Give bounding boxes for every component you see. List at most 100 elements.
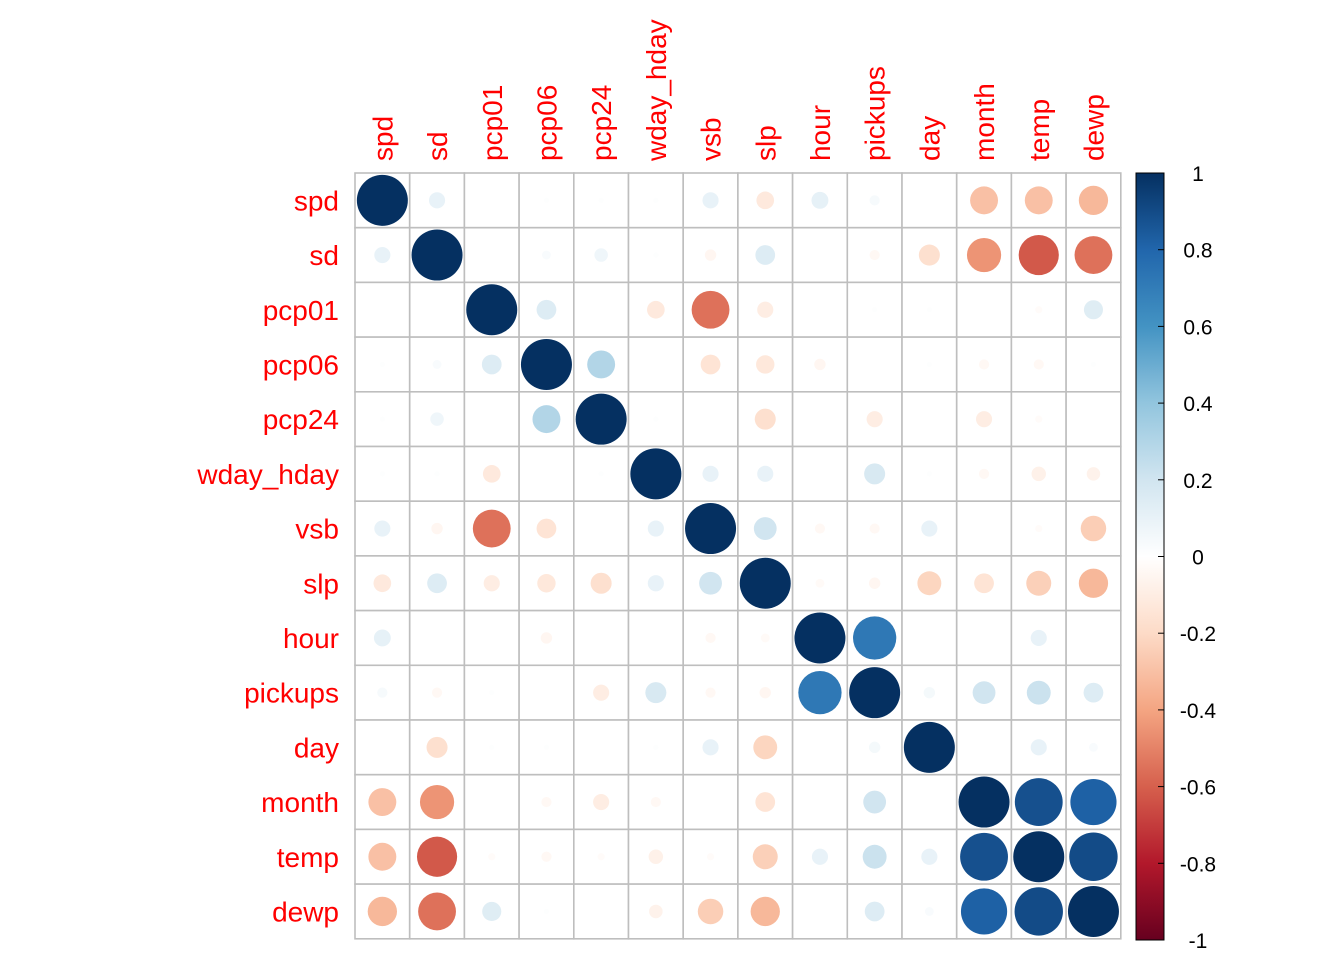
- colorbar-tick-label: 0: [1192, 547, 1204, 570]
- corr-circle-pcp06-vsb: [700, 354, 721, 375]
- corr-circle-dewp-pcp01: [482, 901, 502, 921]
- corr-circle-day-day: [903, 721, 955, 773]
- corr-circle-pcp06-pcp01: [481, 354, 502, 375]
- corr-circle-pickups-month: [972, 681, 996, 705]
- row-label-pcp06: pcp06: [263, 349, 339, 380]
- grid-cell: [627, 336, 685, 393]
- grid-cell: [901, 390, 958, 448]
- grid-cell: [955, 281, 1013, 338]
- col-label-pcp24: pcp24: [586, 85, 617, 161]
- corr-circle-temp-pcp01: [488, 853, 496, 861]
- corr-circle-pcp06-hour: [814, 358, 826, 371]
- corr-circle-pickups-pcp01: [489, 690, 495, 696]
- row-label-day: day: [294, 732, 339, 763]
- corr-circle-pcp24-slp: [754, 408, 776, 430]
- colorbar-tick-label: -0.2: [1180, 623, 1216, 646]
- grid-cell: [955, 609, 1013, 667]
- col-label-hour: hour: [805, 105, 836, 161]
- row-label-sd: sd: [309, 240, 339, 271]
- corr-circle-dewp-month: [960, 888, 1008, 935]
- corr-circle-wday_hday-pcp24: [598, 471, 604, 477]
- row-label-dewp: dewp: [272, 896, 339, 927]
- corr-circle-pickups-pickups: [849, 667, 901, 719]
- corr-circle-month-pcp24: [593, 793, 610, 811]
- corr-circle-temp-month: [960, 832, 1008, 881]
- corr-circle-pcp06-month: [978, 359, 990, 370]
- grid-cell: [791, 172, 849, 229]
- grid-cell: [627, 883, 685, 940]
- corr-circle-pcp24-spd: [379, 416, 385, 422]
- col-label-vsb: vsb: [696, 117, 727, 161]
- grid-cell: [463, 172, 520, 229]
- corr-circle-month-month: [958, 776, 1010, 828]
- corr-circle-spd-spd: [356, 174, 408, 226]
- corr-circle-dewp-pcp06: [543, 908, 549, 914]
- grid-cell: [901, 172, 958, 229]
- corr-circle-pcp01-vsb: [691, 290, 730, 329]
- corr-circle-temp-pickups: [862, 844, 887, 869]
- correlation-circles: [356, 174, 1119, 937]
- corr-circle-temp-day: [921, 848, 938, 865]
- grid-cell: [791, 445, 849, 503]
- corr-circle-wday_hday-wday_hday: [630, 448, 682, 500]
- corr-circle-wday_hday-pcp01: [482, 465, 501, 483]
- corr-circle-hour-slp: [760, 633, 770, 643]
- corr-circle-spd-sd: [428, 192, 446, 209]
- grid-cell: [955, 226, 1013, 284]
- grid-cell: [572, 609, 630, 667]
- corr-circle-spd-dewp: [1078, 185, 1109, 215]
- corr-circle-month-sd: [419, 784, 455, 820]
- corr-circle-wday_hday-pickups: [864, 463, 886, 485]
- grid-cell: [901, 609, 958, 667]
- column-labels: spd sd pcp01 pcp06 pcp24 wday_hday vsb slp hour p…: [367, 19, 1109, 162]
- grid-cell: [572, 500, 630, 557]
- corr-circle-slp-pcp24: [590, 572, 612, 594]
- col-label-dewp: dewp: [1078, 94, 1109, 161]
- corr-circle-slp-month: [974, 573, 994, 594]
- grid-cell: [354, 719, 411, 776]
- col-label-wday_hday: wday_hday: [641, 19, 672, 162]
- corr-circle-month-pickups: [863, 790, 887, 814]
- corr-circle-slp-vsb: [699, 571, 722, 595]
- grid-cell: [791, 226, 849, 284]
- col-label-pcp01: pcp01: [477, 85, 508, 161]
- colorbar-tick-label: -0.8: [1180, 853, 1216, 876]
- corr-circle-spd-slp: [756, 191, 775, 210]
- grid-cell: [1065, 609, 1122, 667]
- corr-circle-pcp24-pcp06: [532, 405, 561, 434]
- corr-circle-pcp24-sd: [430, 412, 444, 426]
- corr-circle-temp-wday_hday: [648, 849, 664, 864]
- corr-circle-sd-pcp06: [542, 250, 551, 260]
- corr-circle-sd-month: [966, 237, 1002, 273]
- corr-circle-pcp01-pickups: [872, 307, 878, 313]
- corr-circle-temp-pcp06: [541, 851, 552, 862]
- corr-circle-wday_hday-temp: [1031, 466, 1046, 482]
- corr-circle-day-vsb: [702, 739, 719, 756]
- corr-circle-pcp06-dewp: [1090, 361, 1096, 368]
- corr-circle-pickups-spd: [377, 687, 388, 698]
- corr-circle-vsb-hour: [814, 523, 826, 534]
- corr-circle-spd-pcp06: [543, 197, 549, 203]
- grid-cell: [463, 226, 520, 284]
- row-label-wday_hday: wday_hday: [196, 459, 339, 490]
- corr-circle-pickups-dewp: [1083, 682, 1104, 703]
- colorbar-tick-label: -0.6: [1180, 777, 1216, 800]
- corr-circle-pcp06-temp: [1033, 359, 1044, 370]
- grid-cell: [1065, 390, 1122, 448]
- corr-circle-pcp06-spd: [379, 361, 385, 368]
- corr-circle-month-spd: [368, 788, 397, 817]
- corr-circle-vsb-spd: [374, 520, 391, 537]
- corr-circle-pickups-sd: [431, 687, 443, 698]
- corr-circle-month-pcp06: [541, 796, 552, 808]
- corr-circle-day-dewp: [1089, 742, 1098, 752]
- colorbar-tick-label: 0.6: [1183, 316, 1212, 339]
- corr-circle-pickups-vsb: [705, 687, 716, 698]
- grid-cell: [901, 773, 958, 831]
- corr-circle-temp-hour: [811, 848, 829, 865]
- corr-circle-slp-pickups: [868, 577, 881, 589]
- corr-circle-month-temp: [1014, 778, 1063, 826]
- corr-circle-sd-pcp24: [594, 248, 608, 262]
- corr-circle-pcp06-slp: [756, 355, 775, 374]
- corr-circle-slp-pcp06: [537, 574, 556, 593]
- corr-circle-sd-spd: [374, 246, 391, 264]
